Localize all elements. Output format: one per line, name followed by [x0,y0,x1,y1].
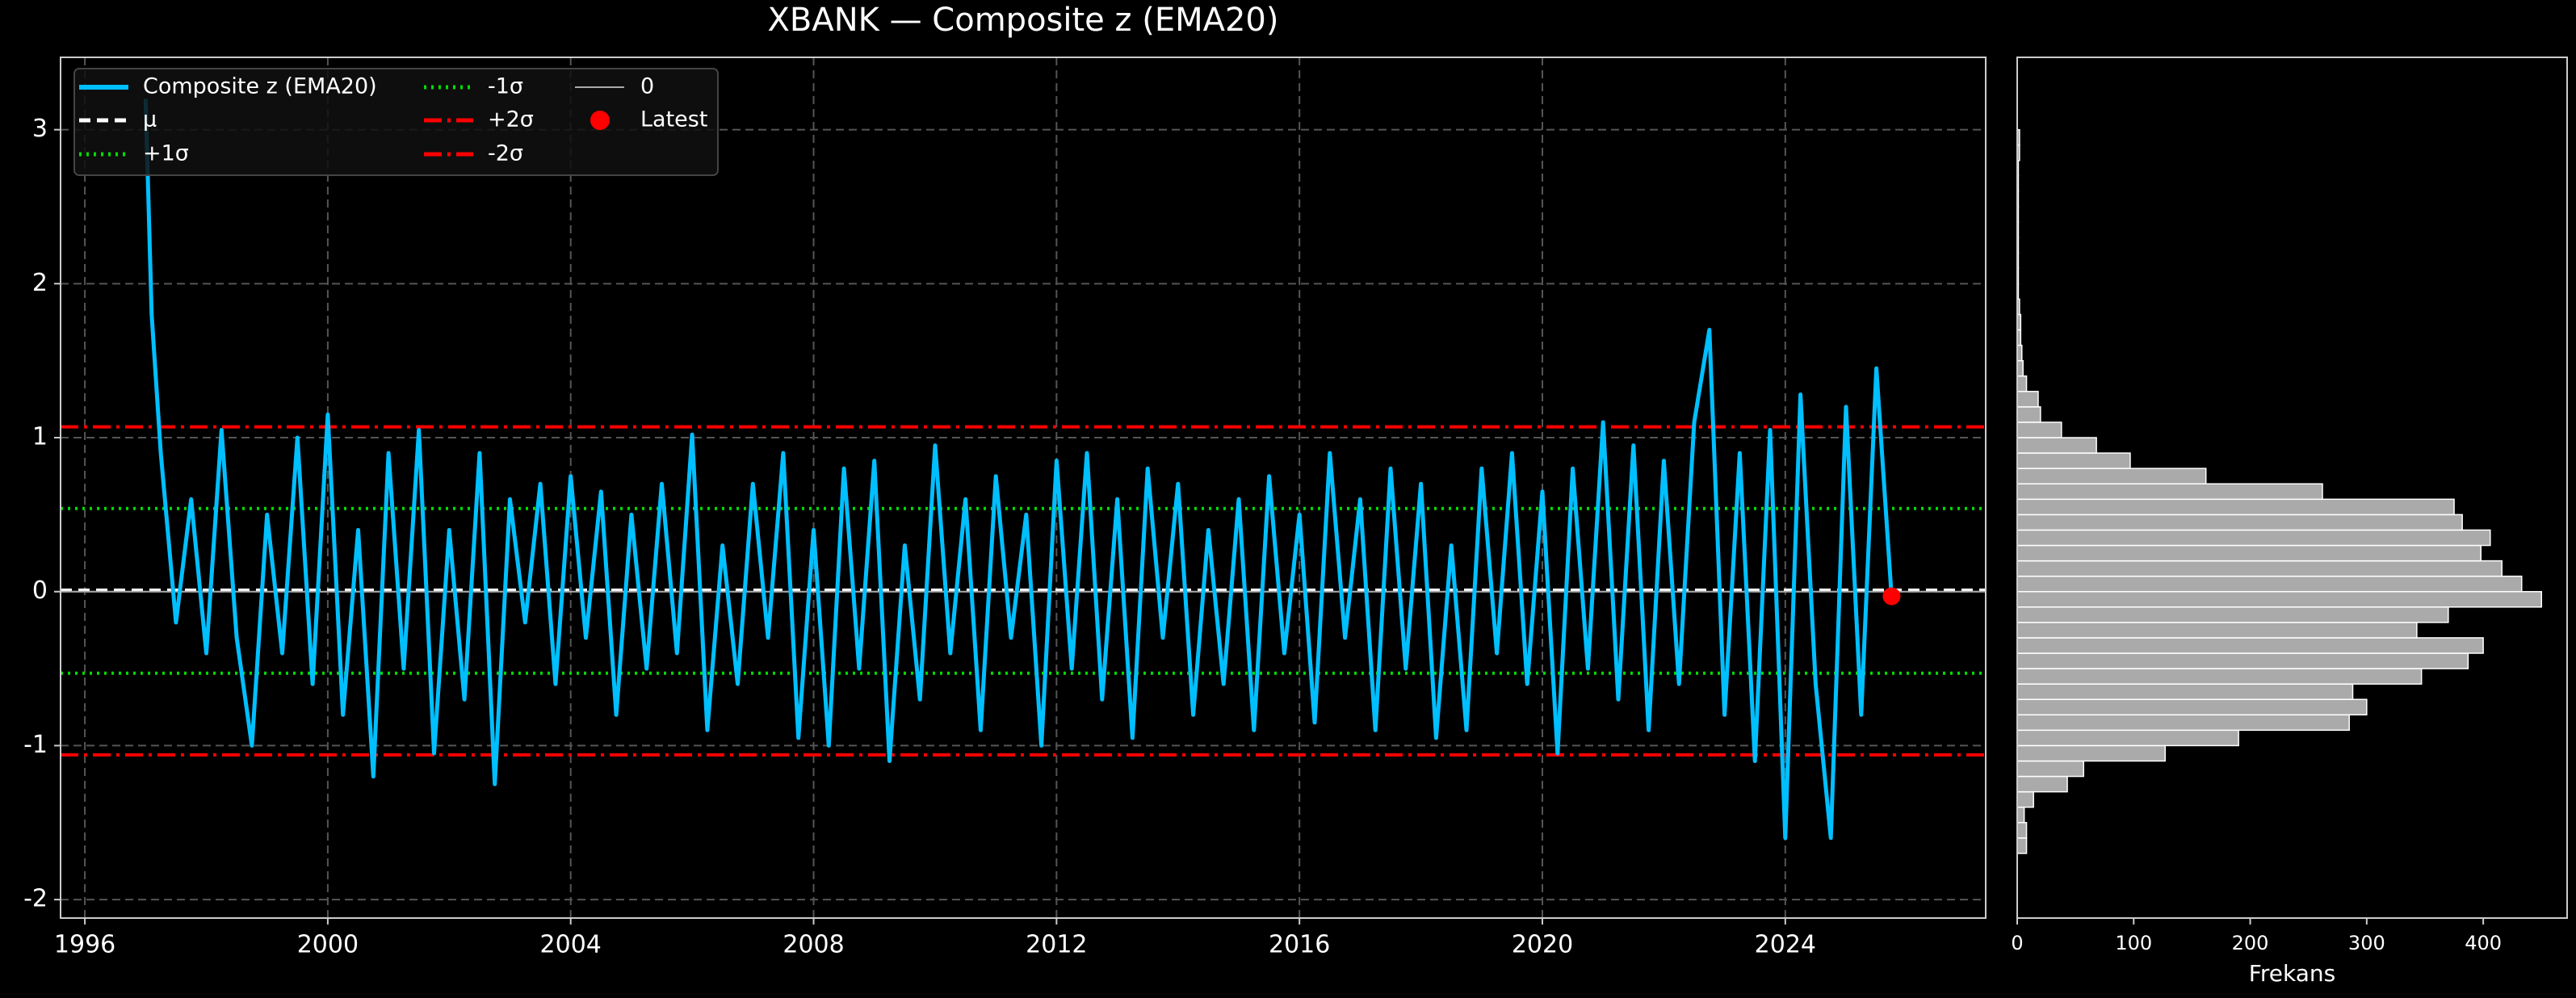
x-axis-label: Frekans [2249,960,2335,987]
y-tick-label: -1 [23,731,48,759]
histogram-bar [2016,760,2084,778]
histogram-bar [2016,421,2062,438]
legend-label: Latest [640,107,707,132]
histogram-bar [2016,822,2028,839]
legend-box [73,68,719,176]
y-tick-label: -2 [23,885,48,913]
histogram-bar [2016,652,2469,669]
legend-label: 0 [640,74,654,99]
x-tick-label: 2000 [297,931,359,959]
histogram-bar [2016,483,2323,501]
histogram-bar [2016,544,2482,562]
histogram-bar [2016,406,2041,423]
x-tick-label: 300 [2348,932,2385,954]
legend-label: +2σ [488,107,534,132]
histogram-bar [2016,514,2463,531]
histogram-bar [2016,806,2025,824]
histogram-bar [2016,498,2455,516]
histogram-bar [2016,698,2368,716]
x-tick-label: 1996 [54,931,115,959]
latest-point [1882,587,1901,606]
histogram-bar [2016,714,2350,732]
histogram-bar [2016,560,2503,577]
histogram-bar [2016,637,2484,654]
histogram-bar [2016,575,2523,593]
histogram-bar [2016,668,2423,685]
histogram-bar [2016,744,2166,762]
series-line [143,99,1894,841]
x-tick-label: 2004 [540,931,602,959]
legend-marker [590,111,610,130]
x-tick-label: 0 [2011,932,2023,954]
histogram-bar [2016,375,2028,392]
y-tick-label: 0 [32,577,48,605]
x-tick-label: 200 [2232,932,2269,954]
x-tick-label: 400 [2465,932,2502,954]
x-tick-label: 2008 [782,931,844,959]
legend-label: μ [143,107,157,132]
histogram-bar [2016,729,2239,747]
legend-label: -2σ [488,141,523,166]
x-tick-label: 2020 [1512,931,1573,959]
histogram-bar [2016,622,2418,639]
legend-label: Composite z (EMA20) [143,74,377,99]
histogram-bar [2016,790,2034,808]
histogram-bar [2016,468,2207,484]
histogram-bar [2016,452,2131,469]
histogram-bar [2016,775,2068,793]
histogram-bar [2016,391,2039,408]
chart-title: XBANK — Composite z (EMA20) [768,2,1279,39]
legend-label: -1σ [488,74,523,99]
histogram-bar [2016,529,2491,547]
x-tick-label: 2016 [1269,931,1330,959]
histogram-bar [2016,606,2449,623]
histogram-bar [2016,359,2024,377]
y-tick-label: 2 [32,269,48,297]
plot-frame [60,57,1987,919]
x-tick-label: 2012 [1026,931,1087,959]
plot-frame [2016,57,2568,919]
x-tick-label: 100 [2115,932,2152,954]
legend: Composite z (EMA20) μ +1σ -1σ +2σ -2σ 0 Latest [73,68,719,176]
y-tick-label: 1 [32,423,48,451]
legend-label: +1σ [143,141,189,166]
x-tick-label: 2024 [1755,931,1816,959]
histogram-bar [2016,683,2354,700]
histogram-bar [2016,837,2028,854]
y-tick-label: 3 [32,115,48,143]
histogram-bar [2016,590,2543,608]
histogram-bar [2016,437,2097,454]
